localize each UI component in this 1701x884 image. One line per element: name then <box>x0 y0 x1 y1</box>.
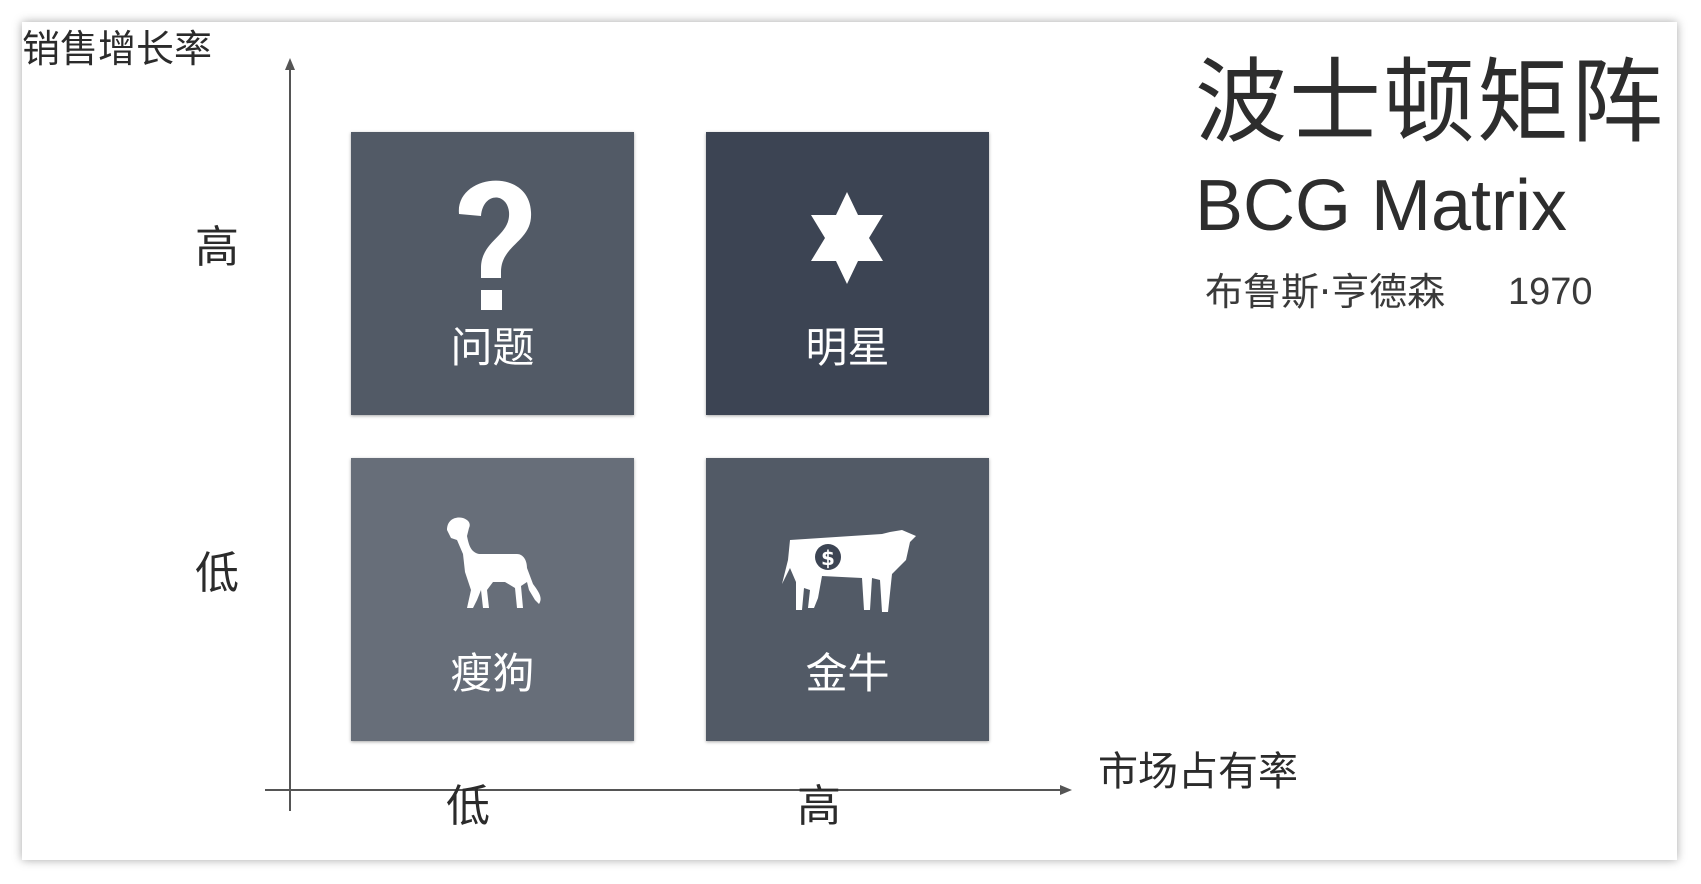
quadrant-label: 明星 <box>805 323 890 372</box>
author-name: 布鲁斯·亨德森 <box>1205 270 1446 314</box>
quadrant-label: 问题 <box>450 323 535 372</box>
y-axis-high-label: 高 <box>195 222 239 273</box>
question-mark-icon <box>458 180 532 310</box>
quadrant-question: 问题 <box>351 132 634 415</box>
quadrant-dog: 瘦狗 <box>351 458 634 741</box>
quadrant-cow: $ 金牛 <box>706 458 989 741</box>
svg-text:$: $ <box>821 546 835 570</box>
x-axis-low-label: 低 <box>446 781 490 832</box>
y-axis-title: 销售增长率 <box>22 27 213 71</box>
x-axis-high-label: 高 <box>797 781 841 832</box>
quadrant-star: 明星 <box>706 132 989 415</box>
title-english: BCG Matrix <box>1195 166 1568 246</box>
quadrant-label: 金牛 <box>805 649 890 698</box>
title-chinese: 波士顿矩阵 <box>1195 49 1666 156</box>
y-axis-arrow-icon <box>285 58 295 70</box>
x-axis-arrow-icon <box>1060 785 1072 795</box>
cow-icon: $ <box>782 530 916 612</box>
quadrant-label: 瘦狗 <box>450 649 535 698</box>
year-label: 1970 <box>1508 271 1593 313</box>
x-axis-title: 市场占有率 <box>1098 749 1298 795</box>
y-axis-low-label: 低 <box>195 548 239 599</box>
star-icon <box>811 192 883 284</box>
dog-icon <box>447 517 541 608</box>
